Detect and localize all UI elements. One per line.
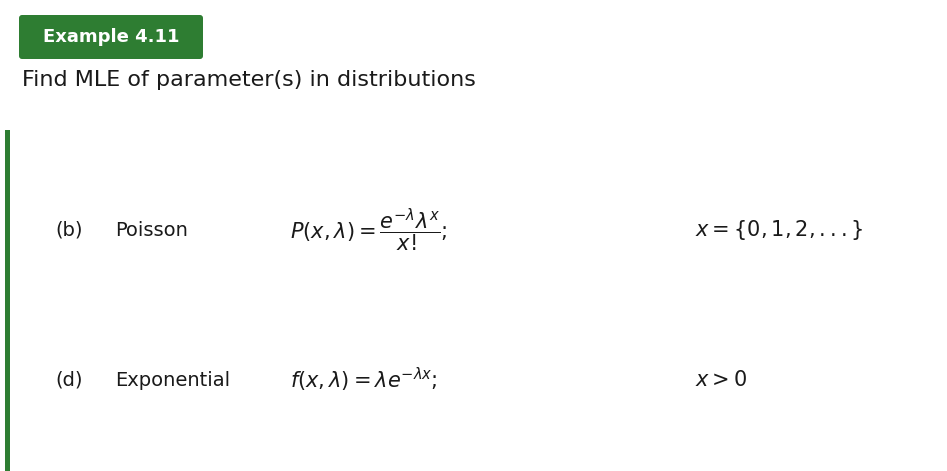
FancyBboxPatch shape (19, 15, 203, 59)
Text: Find MLE of parameter(s) in distributions: Find MLE of parameter(s) in distribution… (22, 70, 476, 90)
Text: Poisson: Poisson (115, 220, 188, 239)
Text: $x = \{0, 1, 2, ...\}$: $x = \{0, 1, 2, ...\}$ (695, 218, 864, 242)
Text: Exponential: Exponential (115, 371, 230, 390)
Text: $f(x, \lambda) = \lambda e^{-\lambda x};$: $f(x, \lambda) = \lambda e^{-\lambda x};… (290, 366, 438, 394)
Text: $P(x, \lambda) = \dfrac{e^{-\lambda}\lambda^x}{x!};$: $P(x, \lambda) = \dfrac{e^{-\lambda}\lam… (290, 206, 448, 254)
Text: (b): (b) (55, 220, 82, 239)
Bar (5, 130, 10, 471)
Text: Example 4.11: Example 4.11 (43, 28, 179, 46)
Text: $x > 0$: $x > 0$ (695, 370, 747, 390)
Text: (d): (d) (55, 371, 82, 390)
